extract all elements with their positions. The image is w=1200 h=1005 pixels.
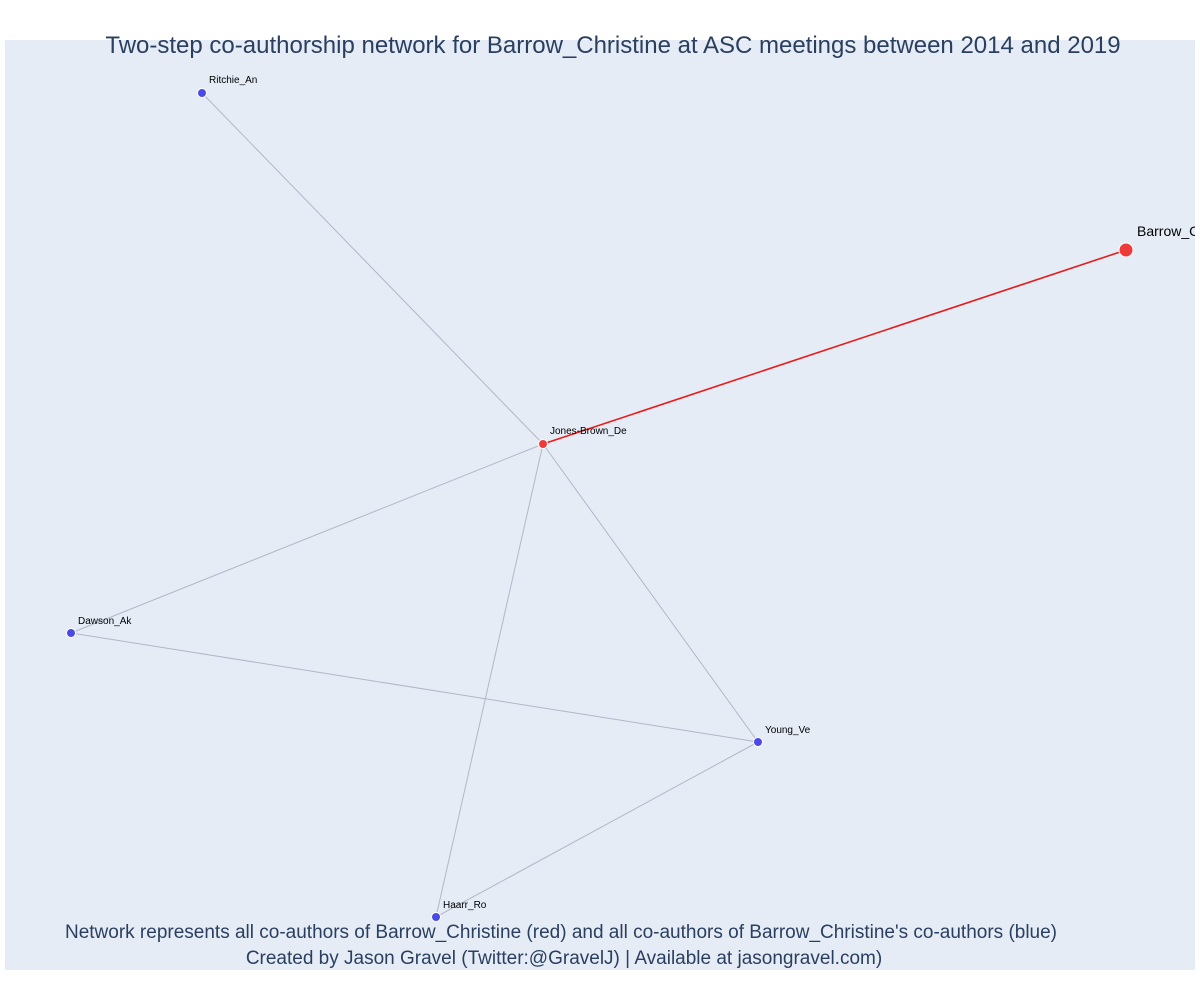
footer-description: Network represents all co-authors of Bar… bbox=[65, 922, 1057, 943]
plot-background bbox=[5, 40, 1195, 970]
node-marker-ritchie[interactable] bbox=[198, 89, 207, 98]
node-marker-young[interactable] bbox=[754, 738, 763, 747]
node-label-jones: Jones-Brown_De bbox=[550, 426, 627, 437]
footer-credit: Created by Jason Gravel (Twitter:@Gravel… bbox=[246, 948, 882, 969]
node-label-young: Young_Ve bbox=[765, 725, 811, 736]
node-marker-barrow[interactable] bbox=[1119, 243, 1133, 257]
chart-title: Two-step co-authorship network for Barro… bbox=[105, 32, 1120, 59]
node-marker-jones[interactable] bbox=[539, 440, 548, 449]
node-marker-haarr[interactable] bbox=[432, 913, 441, 922]
node-label-barrow: Barrow_Christine bbox=[1137, 223, 1200, 239]
node-label-dawson: Dawson_Ak bbox=[78, 616, 132, 627]
node-label-haarr: Haarr_Ro bbox=[443, 900, 487, 911]
node-marker-dawson[interactable] bbox=[67, 629, 76, 638]
node-label-ritchie: Ritchie_An bbox=[209, 75, 257, 86]
